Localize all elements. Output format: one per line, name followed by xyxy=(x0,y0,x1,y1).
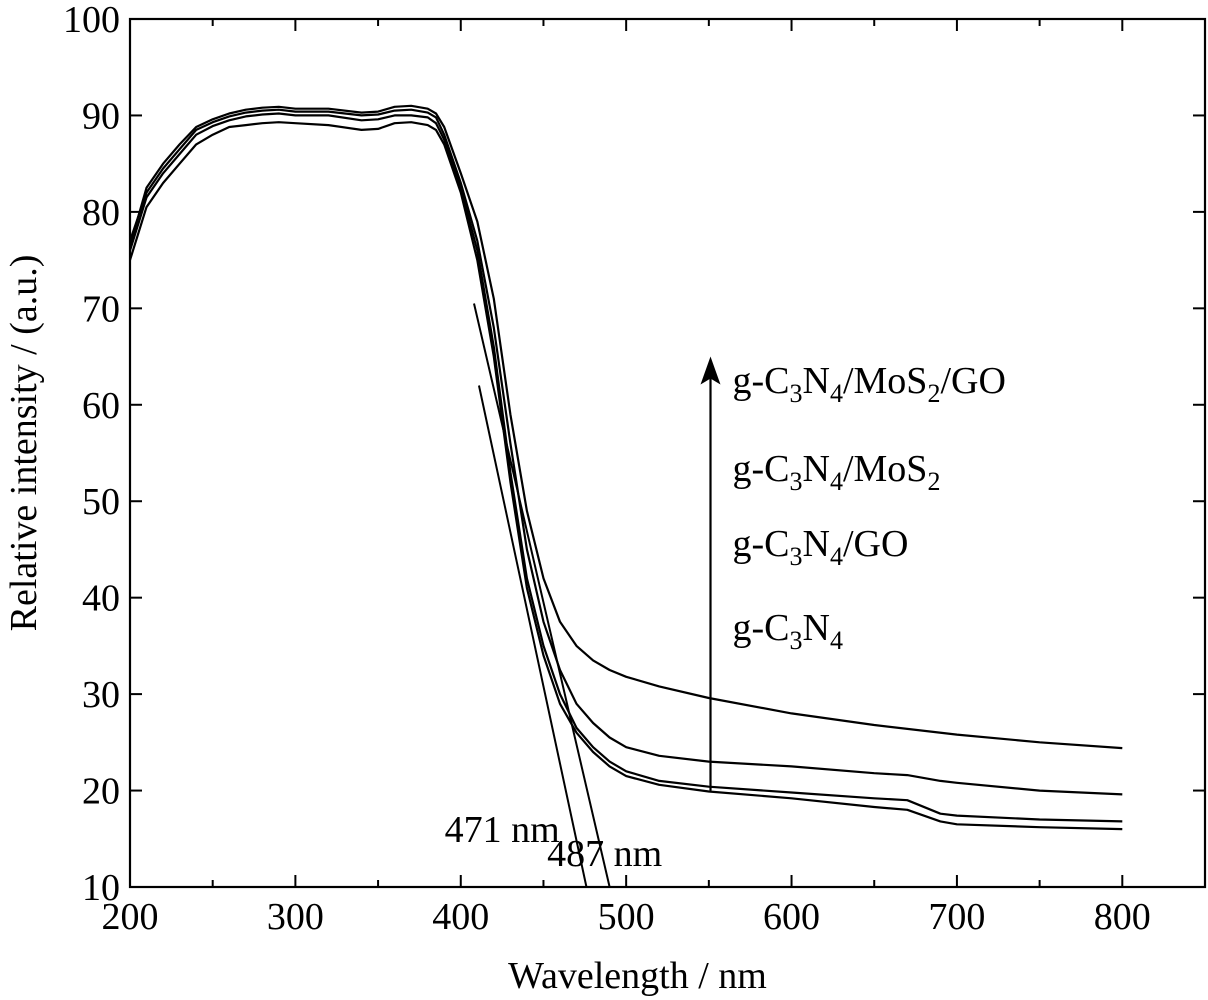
legend-part-suffix: /MoS xyxy=(843,360,927,402)
y-tick-label: 100 xyxy=(63,0,120,41)
legend-part-prefix: g-C xyxy=(733,360,790,402)
legend-part-prefix: g-C xyxy=(733,523,790,565)
legend-part-prefix: g-C xyxy=(733,448,790,490)
legend-part-mid: N xyxy=(803,523,830,565)
legend-part-suffix: /GO xyxy=(843,523,908,565)
legend-part-s1: 3 xyxy=(790,542,803,571)
legend-part-s1: 3 xyxy=(790,467,803,496)
y-tick-label: 90 xyxy=(82,95,120,137)
trend-arrow-head xyxy=(700,356,721,385)
x-tick-label: 200 xyxy=(102,896,159,938)
plot-border xyxy=(128,17,1207,889)
series-layer xyxy=(128,104,1123,831)
legend-part-mid: N xyxy=(803,360,830,402)
legend-part-s1: 3 xyxy=(790,626,803,655)
x-axis-title: Wavelength / nm xyxy=(508,955,767,997)
legend-part-mid: N xyxy=(803,448,830,490)
edge-annotation-1: 487 nm xyxy=(547,833,662,875)
x-tick-label: 500 xyxy=(598,896,655,938)
legend-label-1: g-C3N4/MoS2 xyxy=(733,448,941,496)
y-tick-label: 70 xyxy=(82,288,120,330)
axis-ticks xyxy=(129,18,1205,888)
legend-part-s2: 4 xyxy=(830,467,843,496)
legend-part-mid: N xyxy=(803,607,830,649)
y-tick-label: 50 xyxy=(82,481,120,523)
legend-part-s3: 2 xyxy=(927,379,940,408)
y-tick-label: 60 xyxy=(82,385,120,427)
legend-part-s1: 3 xyxy=(790,379,803,408)
x-tick-label: 400 xyxy=(432,896,489,938)
series-line-3 xyxy=(128,104,1123,750)
x-tick-label: 600 xyxy=(763,896,820,938)
series-line-0 xyxy=(128,121,1123,831)
legend-part-s2: 4 xyxy=(830,626,843,655)
tangent-layer xyxy=(473,303,611,888)
y-axis-title: Relative intensity / (a.u.) xyxy=(3,255,45,632)
edge-annotation-0: 471 nm xyxy=(445,809,560,851)
y-tick-label: 40 xyxy=(82,578,120,620)
y-tick-label: 80 xyxy=(82,192,120,234)
legend-part-suffix: /MoS xyxy=(843,448,927,490)
legend-part-tail: /GO xyxy=(940,360,1005,402)
tangent-line-1 xyxy=(473,303,611,888)
series-line-2 xyxy=(128,108,1123,796)
tangent-line-0 xyxy=(477,385,588,888)
y-tick-label: 20 xyxy=(82,771,120,813)
legend-part-prefix: g-C xyxy=(733,607,790,649)
series-line-1 xyxy=(128,112,1123,823)
legend-label-0: g-C3N4/MoS2/GO xyxy=(733,360,1006,408)
x-tick-label: 300 xyxy=(267,896,324,938)
y-tick-label: 10 xyxy=(82,867,120,909)
x-tick-label: 700 xyxy=(928,896,985,938)
y-tick-label: 30 xyxy=(82,674,120,716)
legend-part-s2: 4 xyxy=(830,542,843,571)
legend-part-s3: 2 xyxy=(927,467,940,496)
x-tick-label: 800 xyxy=(1094,896,1151,938)
tick-labels: 200 300 400 500 600 700 800 10 20 30 40 50 60 70 80 90 1… xyxy=(63,0,1151,938)
legend-label-2: g-C3N4/GO xyxy=(733,523,909,571)
legend-part-s2: 4 xyxy=(830,379,843,408)
plot-frame xyxy=(128,17,1207,889)
legend-label-3: g-C3N4 xyxy=(733,607,843,655)
